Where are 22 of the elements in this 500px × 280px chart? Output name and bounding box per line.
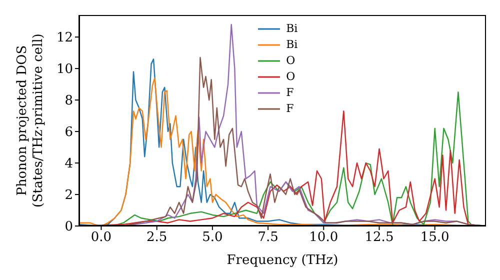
legend-label: F bbox=[286, 85, 294, 101]
legend-label: F bbox=[286, 101, 294, 117]
x-tick-label: 7.5 bbox=[258, 230, 278, 246]
y-tick-label: 4 bbox=[64, 156, 73, 172]
x-tick-label: 15.0 bbox=[420, 230, 450, 246]
y-tick-label: 12 bbox=[56, 30, 73, 46]
x-tick-label: 2.5 bbox=[146, 230, 168, 246]
legend-label: O bbox=[286, 69, 296, 85]
y-tick-label: 8 bbox=[64, 94, 73, 109]
y-tick-label: 0 bbox=[64, 220, 73, 235]
x-tick-label: 0.0 bbox=[90, 230, 112, 246]
y-tick-label: 10 bbox=[56, 62, 73, 78]
legend-label: O bbox=[286, 53, 296, 69]
x-tick-label: 12.5 bbox=[364, 230, 394, 246]
legend-label: Bi bbox=[286, 37, 298, 53]
x-tick-label: 5.0 bbox=[202, 230, 223, 246]
y-axis-title: Phonon projected DOS (States/THz·primitive cell) bbox=[15, 33, 46, 208]
x-axis-title: Frequency (THz) bbox=[226, 253, 338, 268]
y-tick-label: 2 bbox=[64, 188, 73, 204]
legend-label: Bi bbox=[286, 21, 298, 37]
y-tick-label: 6 bbox=[64, 125, 73, 140]
x-tick-label: 10.0 bbox=[309, 230, 338, 246]
